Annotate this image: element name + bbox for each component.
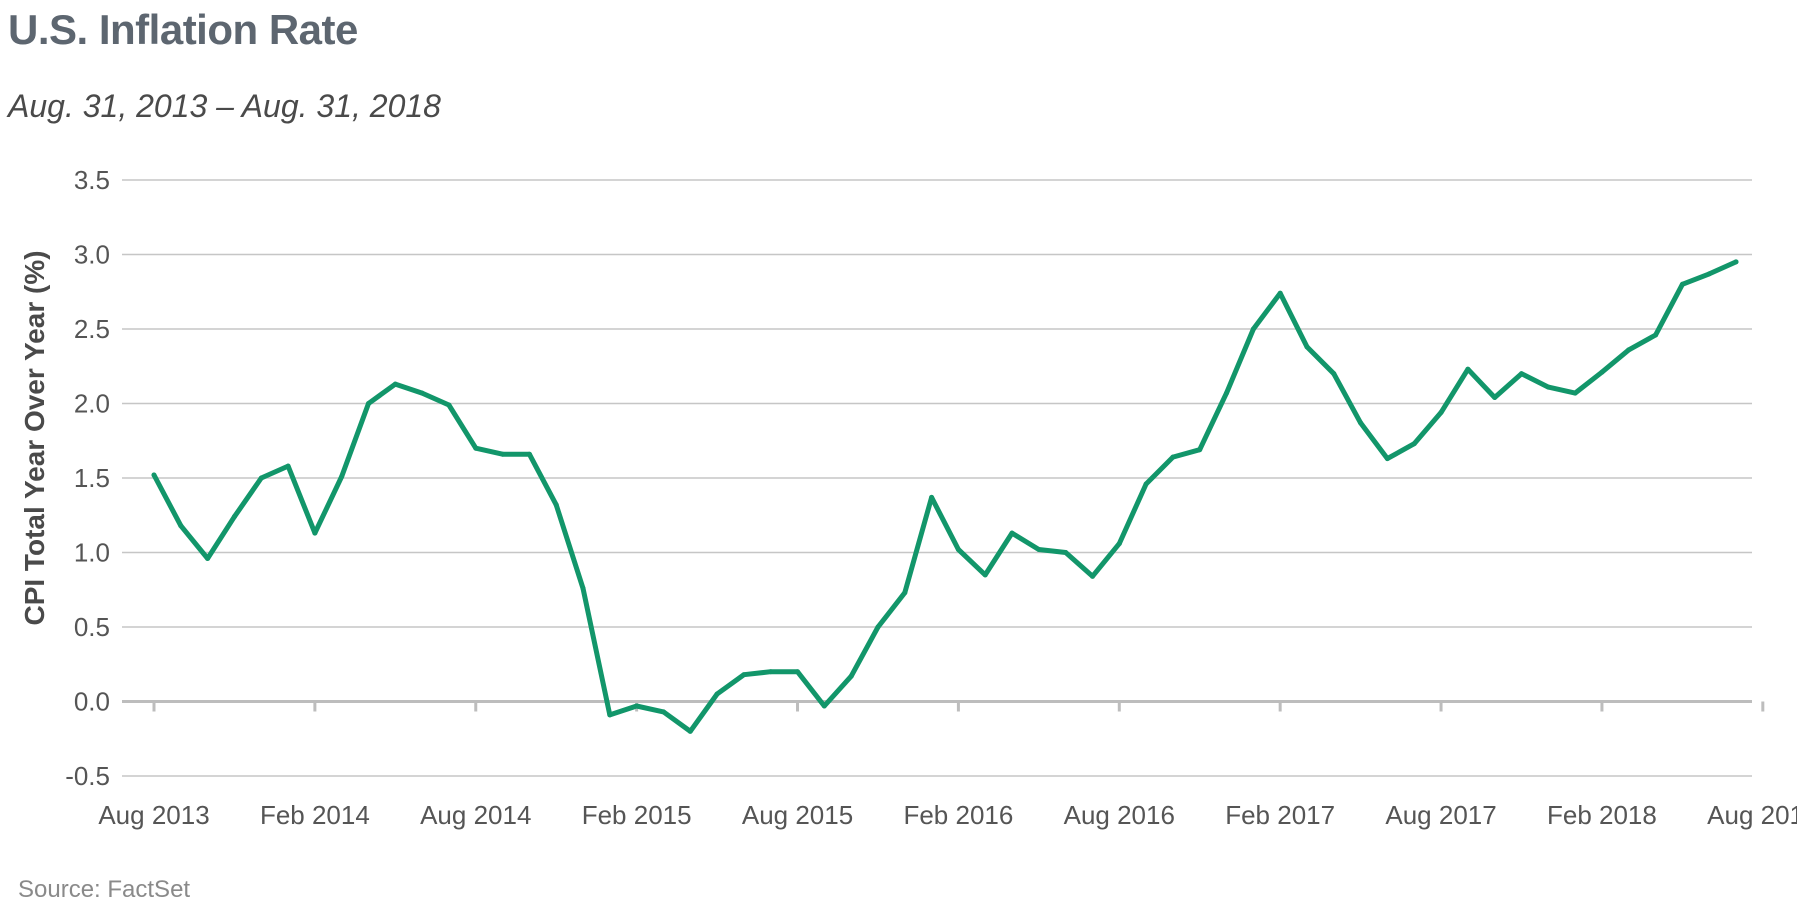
data-point: [1384, 456, 1390, 462]
data-point: [1465, 366, 1471, 372]
y-tick-label: 2.0: [74, 389, 110, 419]
data-point: [607, 712, 613, 718]
data-point: [848, 673, 854, 679]
data-point: [205, 556, 211, 561]
x-tick-label: Feb 2016: [903, 800, 1013, 830]
data-point: [1653, 332, 1659, 338]
data-point: [285, 463, 291, 469]
data-point: [1545, 384, 1551, 390]
x-tick-label: Aug 2013: [98, 800, 209, 830]
data-point: [366, 401, 371, 406]
data-point: [1197, 447, 1203, 453]
gridlines: [122, 179, 1752, 777]
y-tick-label: 0.0: [74, 687, 110, 717]
y-tick-label: 3.5: [74, 165, 110, 195]
data-point: [1733, 259, 1739, 265]
data-point: [929, 494, 935, 500]
data-point: [1599, 369, 1605, 375]
y-tick-label: -0.5: [65, 761, 110, 791]
data-point: [231, 514, 237, 520]
data-point: [1116, 541, 1122, 547]
data-point: [661, 709, 666, 715]
data-point: [1519, 371, 1524, 377]
data-point: [982, 572, 988, 578]
data-point: [768, 669, 774, 675]
data-point: [821, 703, 827, 709]
data-point: [1224, 390, 1229, 396]
data-point: [1706, 271, 1712, 277]
data-point: [875, 624, 881, 630]
data-point: [446, 402, 452, 408]
chart-subtitle: Aug. 31, 2013 – Aug. 31, 2018: [8, 88, 441, 124]
y-tick-label: 2.5: [74, 314, 110, 344]
data-point: [151, 472, 157, 478]
data-point: [714, 691, 720, 697]
x-axis-ticks: Aug 2013 Feb 2014 Aug 2014 Feb 2015 Aug 2015…: [98, 701, 1797, 830]
y-tick-label: 1.0: [74, 538, 110, 568]
data-point: [1170, 454, 1176, 460]
data-point: [473, 445, 479, 451]
y-axis-label: CPI Total Year Over Year (%): [19, 250, 50, 625]
series-group: [151, 259, 1739, 734]
data-point: [1626, 347, 1632, 353]
chart-title: U.S. Inflation Rate: [8, 6, 358, 53]
y-tick-label: 1.5: [74, 463, 110, 493]
data-point: [1492, 395, 1498, 400]
data-point: [178, 523, 184, 529]
data-point: [1277, 290, 1283, 296]
data-point: [741, 672, 747, 678]
data-point: [902, 590, 908, 596]
x-tick-label: Aug 2016: [1064, 800, 1175, 830]
data-point: [1063, 550, 1069, 555]
data-point: [1331, 371, 1337, 377]
series-line-0: [151, 259, 1739, 734]
data-point: [1411, 441, 1417, 447]
data-point: [687, 728, 693, 734]
y-tick-label: 0.5: [74, 612, 110, 642]
data-point: [1679, 281, 1685, 287]
x-tick-label: Feb 2017: [1225, 800, 1335, 830]
data-point: [1009, 530, 1015, 536]
data-point: [1438, 409, 1444, 415]
source-note: Source: FactSet: [18, 876, 191, 903]
data-point: [1304, 344, 1310, 350]
x-tick-label: Feb 2015: [582, 800, 692, 830]
data-point: [339, 474, 345, 479]
data-point: [312, 530, 318, 536]
data-point: [634, 703, 640, 709]
data-points: [151, 259, 1739, 734]
data-point: [553, 502, 559, 508]
x-tick-label: Aug 2014: [420, 800, 531, 830]
x-tick-label: Aug 2018: [1707, 800, 1797, 830]
data-point: [1250, 326, 1256, 332]
x-tick-label: Aug 2015: [742, 800, 853, 830]
data-point: [1572, 390, 1578, 396]
x-tick-label: Feb 2018: [1547, 800, 1657, 830]
x-tick-label: Feb 2014: [260, 800, 370, 830]
data-point: [955, 547, 961, 552]
data-point: [795, 669, 800, 675]
data-point: [526, 451, 532, 457]
data-point: [419, 390, 425, 396]
data-point: [580, 585, 586, 591]
data-point: [1358, 420, 1364, 426]
data-point: [392, 381, 398, 387]
data-point: [258, 475, 264, 481]
data-point: [500, 451, 506, 457]
data-point: [1090, 573, 1095, 579]
y-axis-ticks: 3.5 3.0 2.5 2.0 1.5 1.0 0.5 0.0 -0.5: [65, 165, 110, 791]
data-point: [1143, 481, 1149, 487]
x-tick-label: Aug 2017: [1385, 800, 1496, 830]
y-tick-label: 3.0: [74, 240, 110, 270]
data-point: [1036, 547, 1042, 552]
